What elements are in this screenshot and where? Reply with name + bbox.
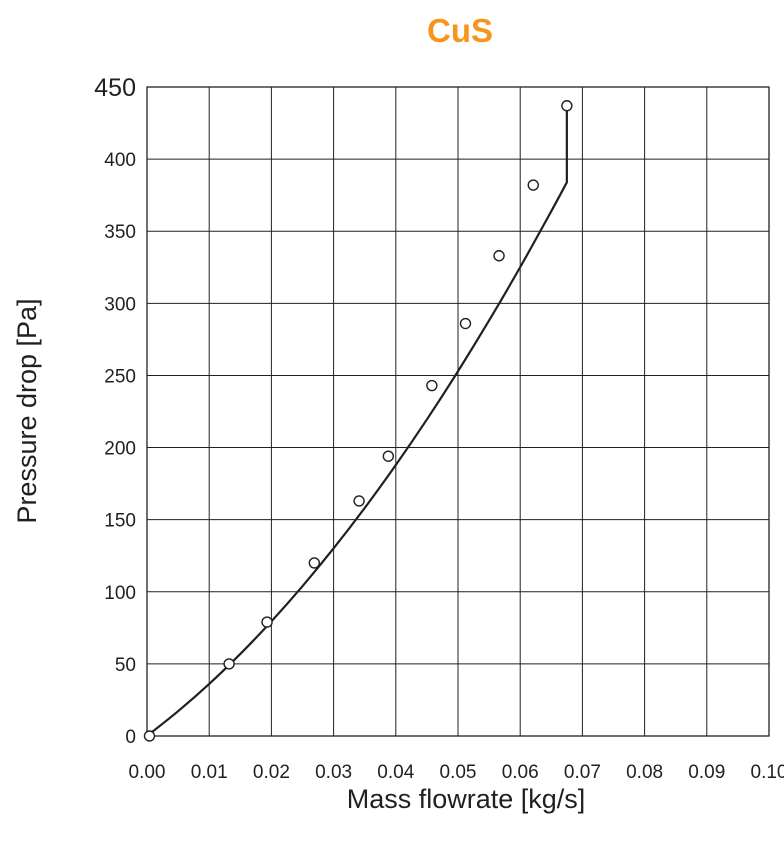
x-tick-label: 0.05 — [440, 762, 477, 783]
data-point — [261, 616, 273, 628]
x-tick-label: 0.08 — [626, 762, 663, 783]
x-tick-label: 0.10 — [751, 762, 784, 783]
y-tick-label: 0 — [125, 727, 136, 748]
x-tick-label: 0.07 — [564, 762, 601, 783]
y-tick-label: 250 — [104, 366, 136, 387]
y-tick-label: 150 — [104, 511, 136, 532]
grid — [147, 87, 769, 736]
y-tick-label: 50 — [115, 655, 136, 676]
data-point — [382, 450, 395, 462]
x-tick-label: 0.09 — [688, 762, 725, 783]
x-tick-label: 0.02 — [253, 762, 290, 783]
x-tick-label: 0.00 — [129, 762, 166, 783]
y-tick-label: 400 — [104, 150, 136, 171]
data-point — [561, 100, 573, 112]
data-point — [308, 557, 321, 569]
y-tick-label: 200 — [104, 439, 136, 460]
data-point — [143, 730, 156, 742]
plot-frame — [146, 86, 770, 737]
fit-curve — [146, 105, 568, 737]
data-point — [493, 250, 505, 262]
y-tick-label: 350 — [104, 222, 136, 243]
x-tick-label: 0.04 — [377, 762, 414, 783]
data-point — [527, 179, 539, 191]
y-tick-label: 300 — [104, 294, 136, 315]
chart-title: CuS — [427, 12, 493, 49]
data-point — [223, 658, 235, 670]
y-tick-label: 100 — [104, 583, 136, 604]
y-tick-labels: 0 50 100 150 200 250 300 350 400 450 — [94, 74, 136, 748]
x-axis-label: Mass flowrate [kg/s] — [347, 784, 586, 814]
data-point — [459, 317, 472, 330]
y-tick-label: 450 — [94, 74, 136, 102]
y-axis-label: Pressure drop [Pa] — [12, 298, 42, 523]
x-tick-label: 0.01 — [191, 762, 228, 783]
x-tick-label: 0.06 — [502, 762, 539, 783]
x-tick-label: 0.03 — [315, 762, 352, 783]
x-tick-labels: 0.00 0.01 0.02 0.03 0.04 0.05 0.06 0.07 0.08 0.09… — [129, 762, 784, 783]
data-point — [426, 379, 438, 392]
data-point — [353, 495, 365, 507]
data-points — [143, 100, 573, 742]
